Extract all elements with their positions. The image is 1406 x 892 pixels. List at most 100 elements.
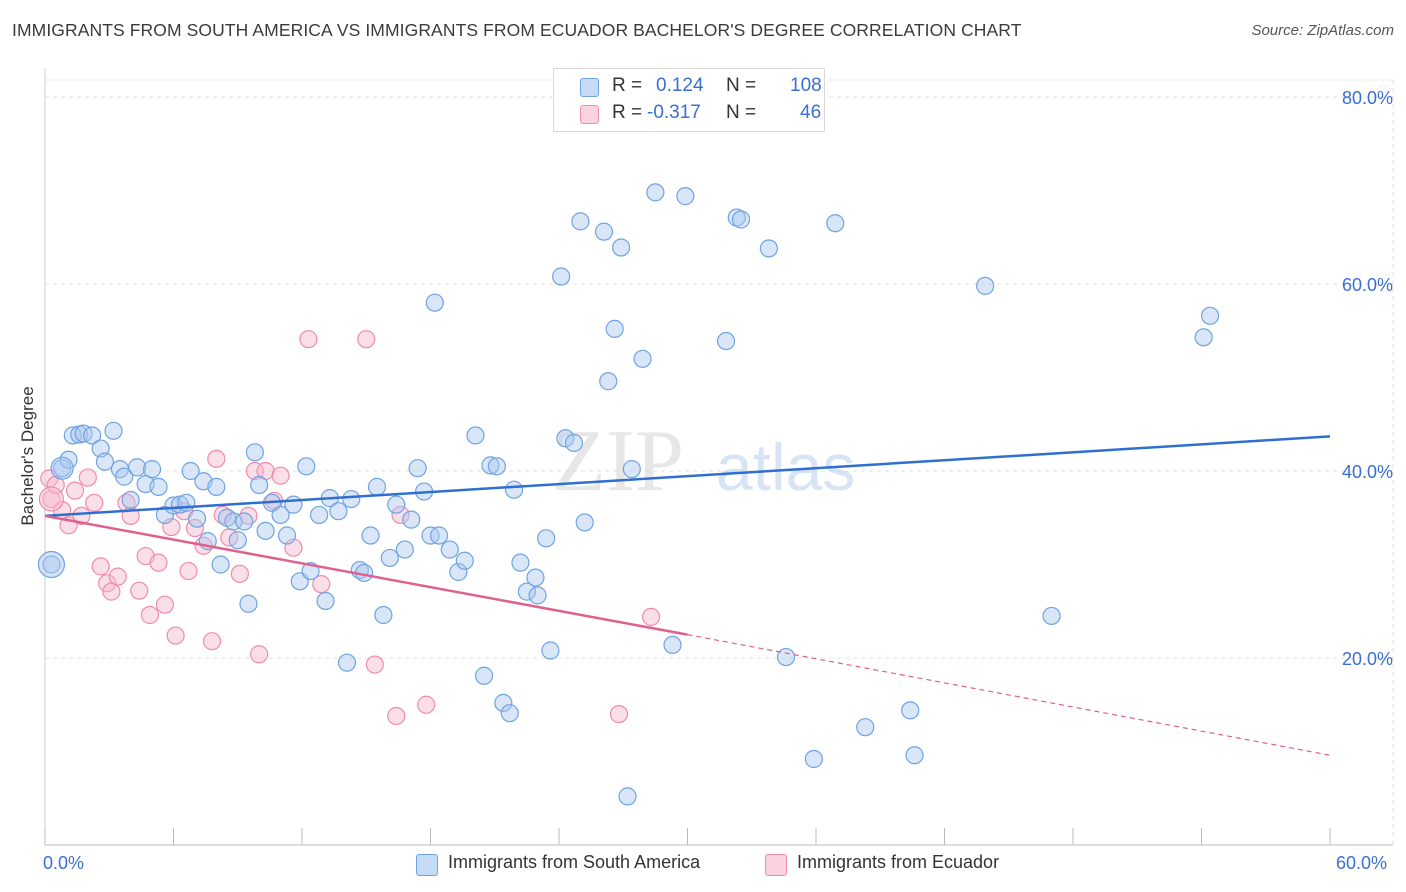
y-tick-labels: 20.0% 40.0% 60.0% 80.0% [1342,88,1393,669]
south-america-point [104,421,123,440]
south-america-point [541,641,560,660]
south-america-point [618,787,637,806]
south-america-point [149,477,168,496]
ecuador-point [391,505,410,525]
south-america-point [481,456,500,475]
south-america-point [526,568,545,587]
x-tick-label-max: 60.0% [1336,853,1388,873]
south-america-point [537,529,556,548]
south-america-point [474,666,494,685]
south-america-point [663,635,682,655]
south-america-point [511,553,530,572]
south-america-point [207,477,226,496]
south-america-point [95,452,115,471]
south-america-point [826,214,845,233]
ecuador-point [65,481,85,500]
south-america-point [455,551,474,570]
y-tick-label: 80.0% [1342,88,1393,108]
south-america-point [528,586,547,605]
south-america-point [235,512,254,531]
south-america-point [1200,306,1220,325]
ecuador-point-large [38,486,65,512]
r-value: 0.124 [656,75,704,96]
south-america-point [776,647,796,667]
south-america-point [905,746,924,765]
ecuador-point [312,575,331,594]
south-america-point [361,526,380,545]
ecuador-point [245,461,264,481]
ecuador-point [149,553,168,572]
n-value: 46 [800,102,822,123]
south-america-point [187,509,207,528]
watermark: ZIP atlas [552,413,855,510]
ecuador-point [85,493,104,512]
south-america-point [380,548,399,568]
south-america-point [599,372,618,391]
ecuador-point [230,564,249,583]
ecuador-point [98,574,117,593]
ecuador-point [108,567,127,586]
ecuador-point [166,626,185,645]
ecuador-point [299,330,318,349]
trend-lines [44,435,1331,756]
source-label: Source: ZipAtlas.com [1251,22,1394,39]
ecuador-point [202,632,222,651]
south-america-point-large [37,550,66,579]
ecuador-point [417,695,436,714]
south-america-point [504,480,524,499]
south-america-point [594,222,614,241]
south-america-point [337,653,357,672]
y-tick-label: 40.0% [1342,462,1393,482]
ecuador-point [72,506,91,525]
legend-label-south-america: Immigrants from South America [448,852,701,872]
south-america-point [367,477,387,496]
n-label: N = [726,75,757,96]
south-america-point [342,489,361,509]
south-america-point [181,461,200,481]
south-america-point [402,510,421,529]
r-label: R = [612,102,643,123]
ecuador-point [250,645,269,664]
south-america-swatch [580,78,599,97]
south-america-point [425,293,444,312]
y-tick-label: 20.0% [1342,649,1393,669]
ecuador-point [140,605,160,625]
south-america-point [494,693,513,712]
south-america-point [449,562,468,582]
south-america-point [142,460,162,479]
south-america-point [856,718,875,737]
south-america-point [395,540,414,559]
ecuador-trendline [44,514,688,636]
south-america-point [245,443,264,462]
south-america-point [115,467,134,486]
south-america-point [564,433,584,453]
ecuador-point [357,330,376,349]
south-america-point [440,540,459,559]
south-america-point [316,591,335,611]
south-america-point [901,701,920,720]
ecuador-point [641,607,661,626]
south-america-point [759,239,778,258]
axes [44,68,1393,846]
ecuador-point [207,449,226,468]
south-america-point [310,505,329,525]
ecuador-point [271,466,290,485]
r-value: -0.317 [647,102,701,123]
n-value: 108 [790,75,822,96]
legend-label-ecuador: Immigrants from Ecuador [797,852,1000,872]
south-america-point [1042,606,1061,626]
legend-swatch-south-america [416,854,438,876]
south-america-point [83,426,102,445]
south-america-point [1194,328,1213,347]
ecuador-point [365,655,384,674]
south-america-point [804,749,823,769]
south-america-point [622,460,641,479]
ecuador-point [91,557,110,576]
ecuador-point [78,468,97,487]
legend-swatch-ecuador [765,854,787,876]
r-label: R = [612,75,643,96]
x-tick-label-min: 0.0% [43,853,85,873]
south-america-point [605,319,624,338]
south-america-point [429,526,449,545]
